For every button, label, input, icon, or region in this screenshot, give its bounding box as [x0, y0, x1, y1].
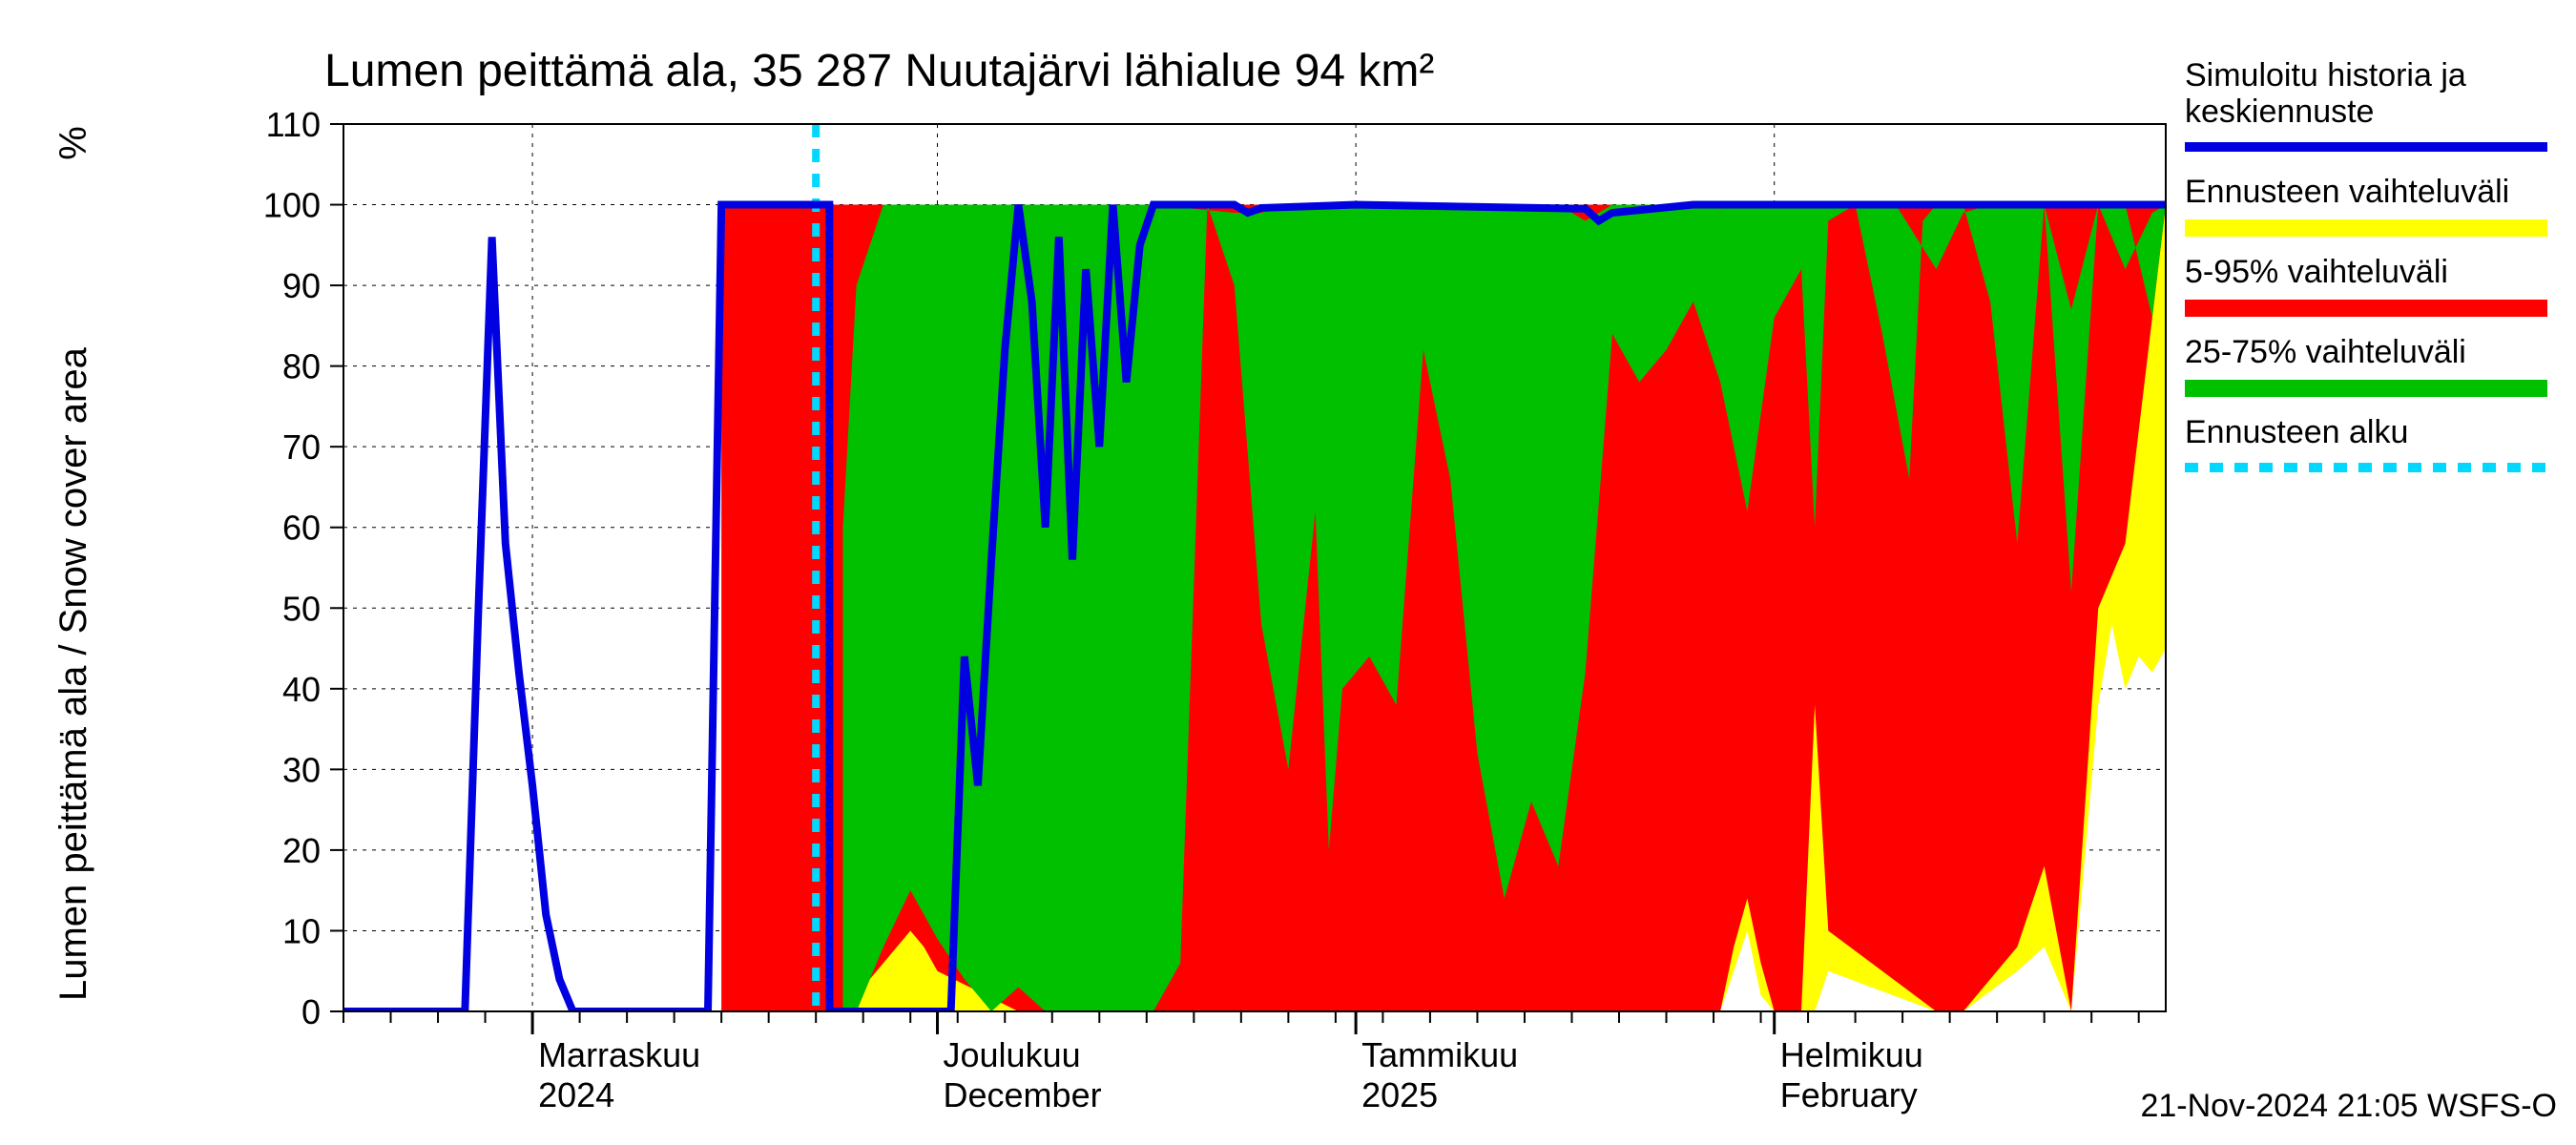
ytick-label: 0 — [301, 992, 321, 1031]
legend-label: 25-75% vaihteluväli — [2185, 334, 2466, 370]
legend-label: Ennusteen alku — [2185, 414, 2408, 450]
legend-label: Ennusteen vaihteluväli — [2185, 174, 2509, 210]
legend-swatch-band — [2185, 219, 2547, 237]
legend-label: keskiennuste — [2185, 94, 2374, 130]
xtick-year: 2025 — [1361, 1075, 1438, 1114]
ytick-label: 20 — [282, 831, 321, 870]
legend-label: 5-95% vaihteluväli — [2185, 254, 2448, 290]
ytick-label: 40 — [282, 670, 321, 709]
ytick-label: 30 — [282, 750, 321, 789]
xtick-month: Marraskuu — [538, 1035, 700, 1074]
ytick-label: 110 — [266, 105, 321, 144]
ylabel-unit: % — [52, 126, 94, 160]
xtick-year: December — [944, 1075, 1102, 1114]
ytick-label: 90 — [282, 266, 321, 305]
ytick-label: 10 — [282, 911, 321, 950]
xtick-month: Tammikuu — [1361, 1035, 1518, 1074]
ytick-label: 100 — [263, 186, 321, 225]
xtick-month: Helmikuu — [1780, 1035, 1923, 1074]
xtick-year: February — [1780, 1075, 1918, 1114]
ytick-label: 70 — [282, 427, 321, 467]
snow-cover-chart: 0 10 20 30 40 50 60 70 80 90 100 110 Marraskuu2024 Jo… — [0, 0, 2576, 1145]
footer-timestamp: 21-Nov-2024 21:05 WSFS-O — [2140, 1088, 2557, 1124]
xtick-month: Joulukuu — [944, 1035, 1081, 1074]
legend-swatch-band — [2185, 380, 2547, 397]
xtick-year: 2024 — [538, 1075, 614, 1114]
ytick-label: 60 — [282, 509, 321, 548]
legend-swatch-band — [2185, 300, 2547, 317]
chart-title: Lumen peittämä ala, 35 287 Nuutajärvi lä… — [324, 46, 1434, 96]
ytick-label: 50 — [282, 589, 321, 628]
legend-label: Simuloitu historia ja — [2185, 57, 2466, 94]
ytick-label: 80 — [282, 347, 321, 386]
ylabel-main: Lumen peittämä ala / Snow cover area — [52, 346, 94, 1001]
